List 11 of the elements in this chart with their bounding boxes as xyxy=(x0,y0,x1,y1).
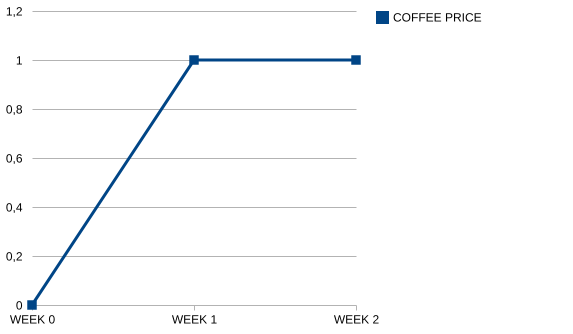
legend-label: COFFEE PRICE xyxy=(393,10,482,24)
x-tick-label: WEEK 2 xyxy=(334,312,380,326)
y-tick-label: 1 xyxy=(16,54,23,68)
y-tick-label: 1,2 xyxy=(6,4,23,18)
y-tick-label: 0,8 xyxy=(6,102,23,116)
x-tick-label: WEEK 0 xyxy=(10,312,56,326)
y-tick-label: 0,6 xyxy=(6,152,23,166)
y-tick-label: 0,2 xyxy=(6,250,23,264)
y-tick-label: 0,4 xyxy=(6,200,23,214)
x-tick-label: WEEK 1 xyxy=(172,312,218,326)
y-tick-label: 0 xyxy=(16,298,23,312)
